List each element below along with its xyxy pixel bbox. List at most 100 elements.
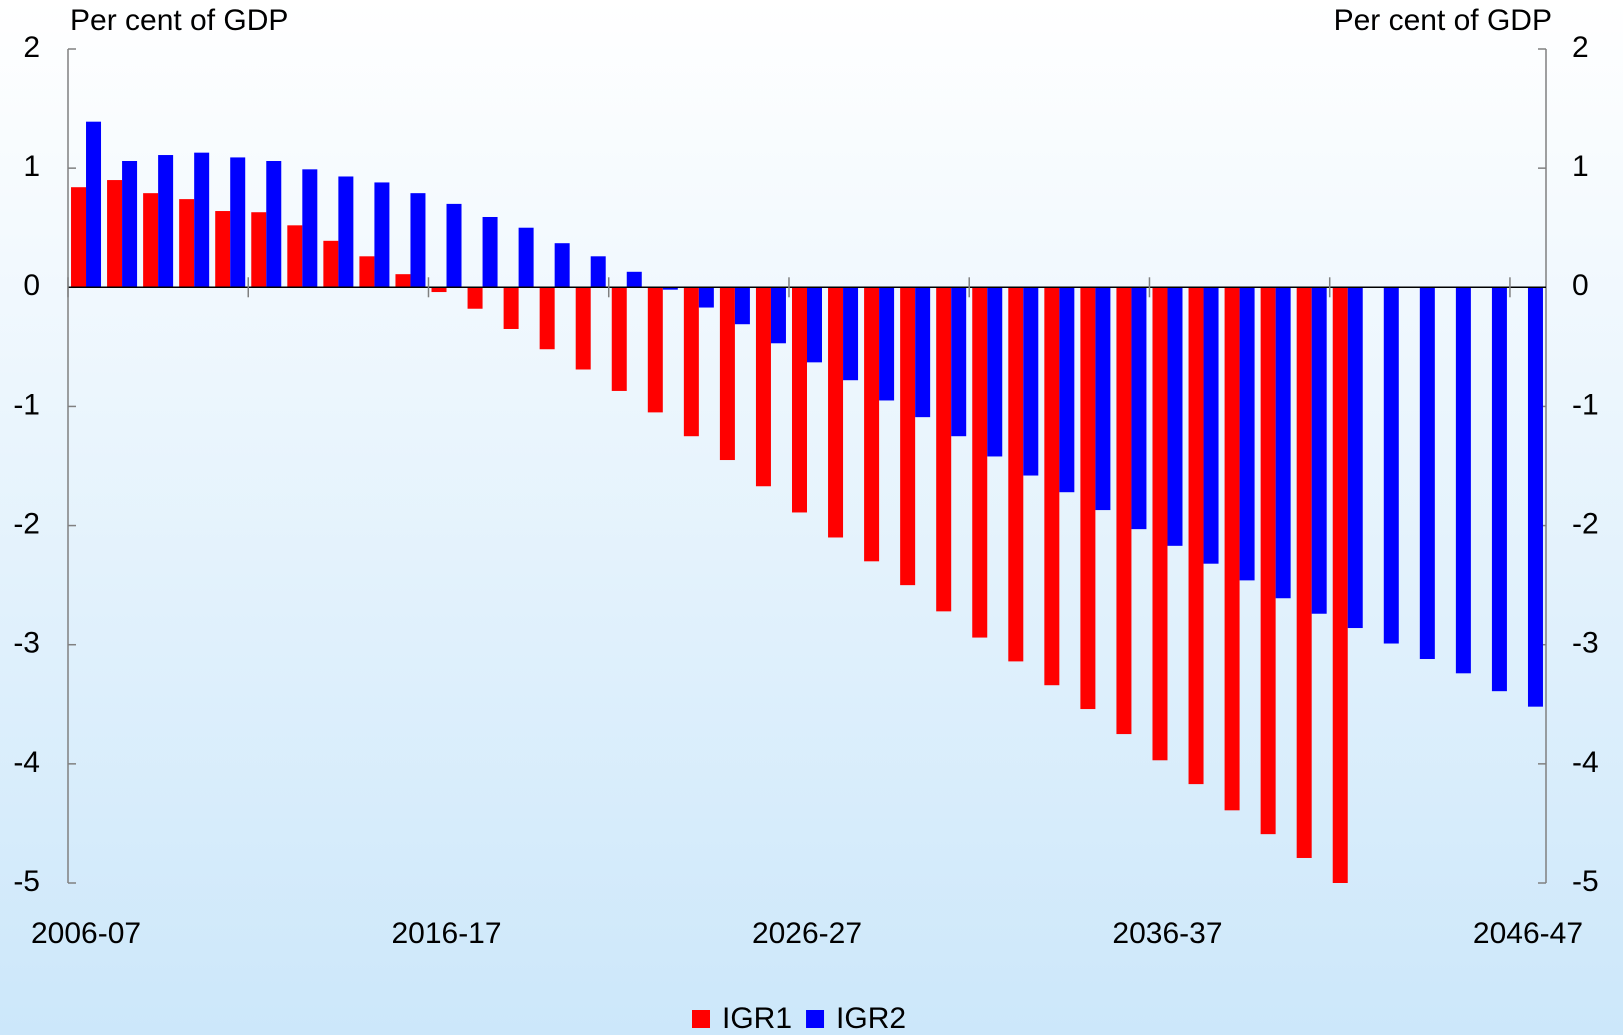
bar [1332,287,1348,883]
y2-tick-label: -3 [1572,627,1599,660]
bar [1419,287,1435,660]
y2-tick-label: -5 [1572,865,1599,898]
bar [1080,287,1096,710]
y-tick-label: -5 [13,865,40,898]
bar [194,152,210,288]
bar [395,274,411,288]
y-tick-label: 0 [23,269,40,302]
bar [900,287,916,586]
legend-swatch [692,1010,710,1028]
bar [915,287,931,418]
bar [698,287,714,308]
bar [1116,287,1132,735]
y2-tick-label: 2 [1572,31,1589,64]
x-tick-label: 2006-07 [31,917,141,950]
bar [1239,287,1255,581]
bar [158,155,174,288]
bar [518,227,534,288]
bar [1203,287,1219,564]
y2-tick-label: -1 [1572,388,1599,421]
y-tick-label: -3 [13,627,40,660]
bar [107,180,123,288]
bar [828,287,844,538]
y-tick-label: 2 [23,31,40,64]
x-tick-label: 2046-47 [1473,917,1583,950]
bar [323,240,339,288]
bar [575,287,591,370]
bar [1491,287,1507,692]
bar [1311,287,1327,614]
x-tick-label: 2016-17 [391,917,501,950]
y-tick-label: 1 [23,150,40,183]
bar [554,243,570,288]
bar [1131,287,1147,530]
bar [879,287,895,401]
bar [987,287,1003,457]
bar [179,199,195,288]
bar [1527,287,1543,707]
y2-tick-label: -2 [1572,507,1599,540]
x-tick-label: 2026-27 [752,917,862,950]
bar [734,287,750,325]
bar [1152,287,1168,761]
bar [1023,287,1039,476]
bar [770,287,786,344]
bar [662,287,678,290]
bar [1275,287,1291,599]
bar [864,287,880,562]
bar [1383,287,1399,644]
bar [71,187,87,288]
bar [647,287,663,413]
y2-tick-label: -4 [1572,746,1599,779]
y2-tick-label: 0 [1572,269,1589,302]
bar [251,212,267,288]
bar [1008,287,1024,662]
y-axis-label: Per cent of GDP [70,4,288,37]
y-tick-label: -2 [13,507,40,540]
bar [1260,287,1276,835]
bar [410,193,426,288]
bar [611,287,627,391]
bar [807,287,822,363]
bar [302,169,318,288]
bar [1167,287,1183,546]
y2-axis-label: Per cent of GDP [1334,4,1552,37]
bar [503,287,519,329]
bar [683,287,699,437]
bar [431,287,447,293]
bar [1059,287,1075,493]
bar [755,287,771,487]
bar [1296,287,1312,858]
y2-tick-label: 1 [1572,150,1589,183]
bar [143,193,159,288]
bar [1188,287,1204,785]
bar [936,287,952,612]
bar [482,216,498,288]
y-tick-label: -1 [13,388,40,421]
bar [1224,287,1240,811]
bar [86,121,102,288]
bar [972,287,988,638]
bar [287,225,303,288]
bar [1095,287,1111,511]
bar [590,256,606,288]
bar [1347,287,1363,629]
bar [626,271,642,288]
bar [1455,287,1471,674]
bar [266,160,282,288]
bar [719,287,735,461]
y-tick-label: -4 [13,746,40,779]
legend-swatch [806,1010,825,1028]
bar [374,182,390,288]
legend-label: IGR1 [722,1002,792,1035]
bar [122,160,138,288]
bar [951,287,967,437]
bar [843,287,859,381]
bar [467,287,483,309]
bar [539,287,555,350]
bar [446,203,462,288]
bar [338,176,354,288]
bar [230,157,246,288]
